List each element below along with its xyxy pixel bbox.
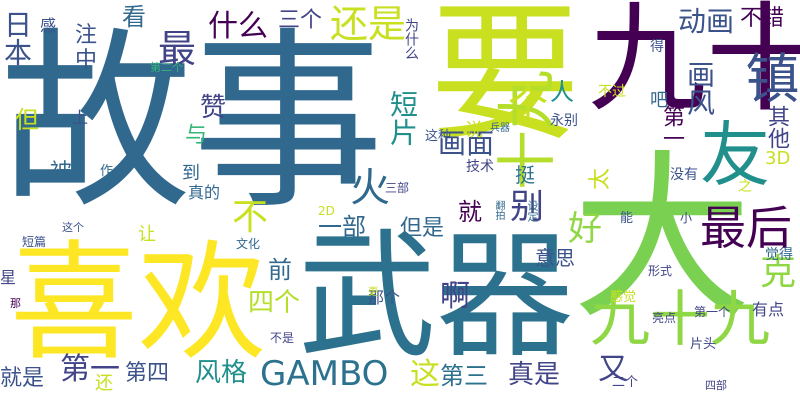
word-ting: 挺 (515, 163, 535, 187)
word-fanpai: 翻拍 (493, 200, 504, 220)
word-huo: 火 (350, 165, 390, 211)
word-duanpian: 短片 (386, 90, 419, 146)
word-jiushijiu: 九十九 (590, 285, 770, 355)
word-bei: 被 (50, 160, 73, 185)
word-zhu: 注 (75, 23, 98, 48)
word-2d: 2D (318, 204, 335, 218)
word-jiushi-small: 就是 (0, 366, 45, 391)
word-kan: 看 (122, 3, 146, 31)
word-da: 大 (572, 135, 753, 344)
word-danshi: 但是 (400, 216, 445, 241)
word-de: 得 (650, 39, 664, 55)
word-neng: 能 (620, 211, 634, 226)
word-zhen: 镇 (736, 50, 799, 104)
word-duanpian-small: 短篇 (22, 235, 47, 249)
word-wenhua: 文化 (236, 237, 261, 251)
word-liangdian: 亮点 (652, 311, 677, 325)
word-ba: 吧 (650, 90, 668, 111)
word-yongbie: 永别 (550, 113, 578, 129)
word-zuo: 作 (100, 164, 114, 179)
word-zhezhong: 这种 (425, 129, 452, 144)
word-bushi: 不是 (270, 331, 295, 345)
word-yao: 要 (430, 0, 581, 162)
word-diyi: 第一 (60, 352, 120, 387)
word-ganjue: 感觉 (610, 290, 637, 305)
word-disi: 第四 (125, 361, 170, 386)
word-jiushi: 九十 (588, 0, 800, 128)
word-xing: 星 (0, 268, 17, 287)
word-rang: 让 (138, 224, 156, 245)
word-bucuo: 不错 (740, 6, 785, 31)
word-you-again: 又 (598, 352, 628, 387)
word-zan: 赞 (200, 93, 227, 123)
word-qita: 其他 (764, 105, 789, 149)
word-zui: 最 (158, 27, 197, 71)
word-ren: 人 (550, 78, 574, 106)
word-ke: 克 (760, 252, 797, 293)
word-sheding: 设定 (526, 200, 539, 222)
word-yibu: 一部 (318, 213, 366, 241)
word-yu: 与 (185, 123, 208, 148)
word-gan: 感 (40, 16, 57, 35)
word-fengge: 风格 (195, 358, 248, 388)
word-wuqi: 武器 (298, 216, 575, 377)
word-you: 友 (700, 114, 770, 196)
word-zhende: 真的 (188, 183, 221, 202)
word-zuihou: 最后 (700, 201, 792, 255)
word-zhege: 这个 (62, 221, 84, 234)
word-juede: 觉得 (765, 247, 793, 263)
word-sanbu: 三部 (385, 181, 410, 195)
word-gushi: 故事 (0, 12, 384, 235)
word-bie: 别 (510, 187, 544, 227)
word-erge: 二个 (612, 375, 639, 390)
word-shenme: 什么 (208, 9, 268, 44)
word-3d: 3D (765, 148, 791, 169)
word-qian: 前 (268, 256, 292, 284)
word-riben: 日本 (0, 10, 33, 66)
word-xingshi: 形式 (648, 264, 673, 278)
word-hai: 还 (95, 373, 113, 394)
word-na: 那 (10, 297, 21, 310)
word-sibu: 四部 (705, 379, 727, 392)
word-sige: 四个 (248, 288, 301, 318)
word-bu: 不 (232, 197, 269, 238)
word-diyi-v: 第一 (659, 105, 684, 149)
word-donghua: 动画 (678, 5, 735, 38)
word-tai: 太 (588, 167, 613, 190)
word-dao: 到 (182, 163, 200, 184)
word-jiu: 就 (458, 198, 482, 226)
word-hao: 好 (568, 209, 602, 249)
word-zhong: 中 (75, 48, 98, 73)
word-zhe: 这 (410, 357, 440, 392)
word-weishenme: 为什么 (403, 18, 419, 60)
word-shang: 上 (72, 108, 89, 127)
word-xihuan: 喜欢 (10, 229, 267, 378)
word-gambo: GAMBO (260, 354, 389, 394)
word-jishu: 技术 (466, 159, 494, 175)
word-piantou: 片头 (690, 337, 717, 352)
word-sange: 三个 (278, 8, 323, 33)
word-a: 啊 (440, 279, 470, 314)
word-zhi: 之 (738, 179, 752, 195)
word-huamian: 画面 (438, 127, 495, 160)
word-bingqi: 兵器 (490, 123, 510, 134)
word-meiyou: 没有 (670, 167, 698, 183)
word-ge: 个 (508, 82, 548, 128)
word-youdian: 有点 (752, 300, 785, 319)
word-yisi: 意思 (535, 246, 575, 270)
word-shuo: 说 (465, 120, 483, 141)
word-zhenshi: 真是 (508, 360, 561, 390)
word-dan: 但 (15, 106, 39, 134)
word-dierge: 第二个 (150, 61, 183, 74)
word-geng: 更 (368, 287, 378, 298)
word-xiao: 小 (680, 211, 693, 225)
word-nage: 那个 (368, 288, 401, 307)
word-haishi: 还是 (330, 2, 407, 46)
word-disan: 第三 (440, 362, 488, 390)
word-huafeng: 画风 (683, 60, 716, 116)
word-diyige: 第一个 (694, 305, 731, 319)
word-buguo: 不过 (598, 84, 626, 100)
